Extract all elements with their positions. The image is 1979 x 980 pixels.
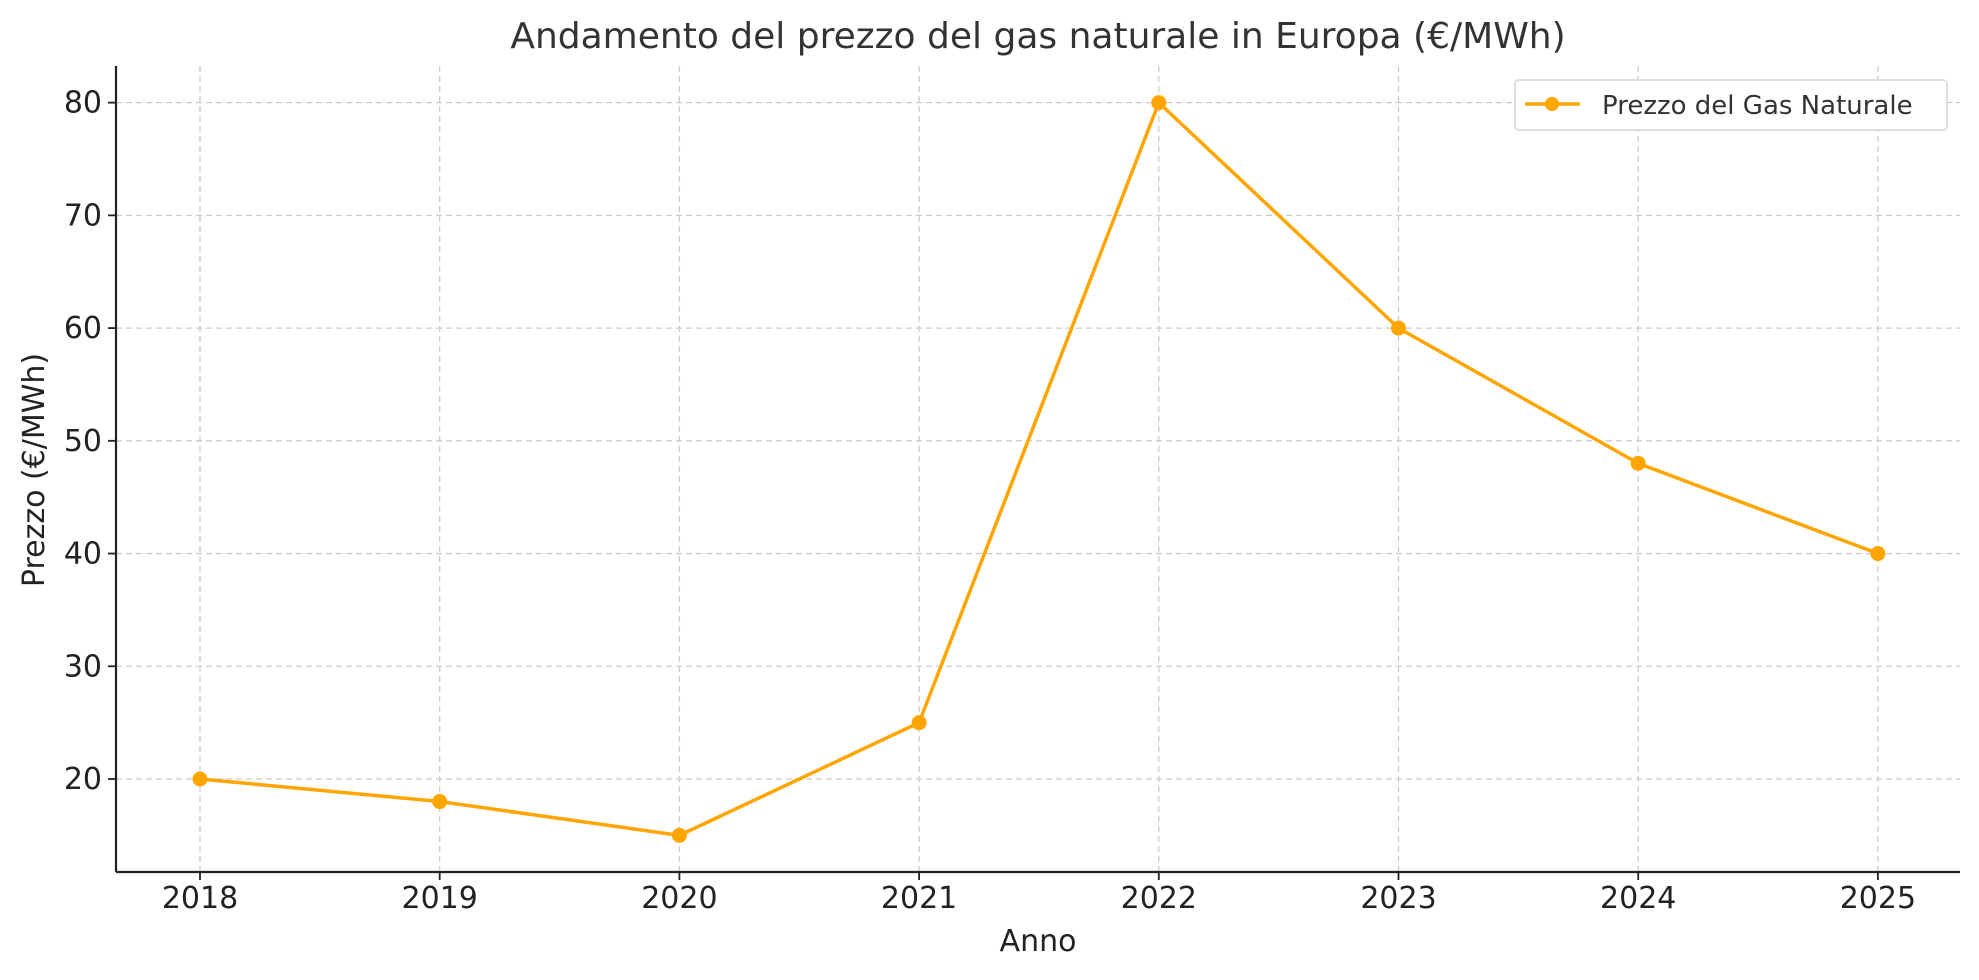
- grid: [116, 66, 1960, 872]
- x-tick-label: 2022: [1121, 881, 1197, 916]
- series-line: [199, 100, 1879, 838]
- data-point: [1870, 546, 1886, 562]
- x-tick-label: 2025: [1840, 881, 1916, 916]
- y-tick-label: 70: [64, 198, 102, 233]
- data-point: [671, 827, 687, 843]
- data-point: [1391, 320, 1406, 336]
- series-layer: [192, 95, 1886, 843]
- x-tick-label: 2020: [641, 881, 717, 916]
- y-axis-label: Prezzo (€/MWh): [17, 353, 52, 587]
- x-tick-label: 2018: [162, 881, 238, 916]
- axes: 2018 2019 2020 2021 2022 2023 2024 2025 20 30 40 50…: [64, 66, 1960, 916]
- legend-box: [1514, 79, 1948, 131]
- x-axis-label: Anno: [1000, 924, 1077, 959]
- legend-label: Prezzo del Gas Naturale: [1602, 91, 1913, 121]
- y-tick-label: 20: [64, 762, 102, 797]
- data-point: [432, 794, 448, 810]
- y-tick-label: 50: [64, 424, 102, 459]
- y-tick-label: 80: [64, 86, 102, 121]
- x-tick-label: 2021: [881, 881, 957, 916]
- data-point: [192, 771, 208, 787]
- x-tick-label: 2023: [1360, 881, 1436, 916]
- data-point: [1630, 455, 1646, 471]
- data-point: [911, 715, 927, 731]
- legend-marker-swatch: [1545, 97, 1559, 111]
- chart-title: Andamento del prezzo del gas naturale in…: [510, 16, 1565, 57]
- y-tick-label: 60: [64, 311, 102, 346]
- x-tick-label: 2024: [1600, 881, 1676, 916]
- legend: Prezzo del Gas Naturale: [1514, 79, 1948, 131]
- y-tick-label: 40: [64, 537, 102, 572]
- x-tick-label: 2019: [402, 881, 478, 916]
- data-point: [1151, 95, 1167, 111]
- y-tick-label: 30: [64, 649, 102, 684]
